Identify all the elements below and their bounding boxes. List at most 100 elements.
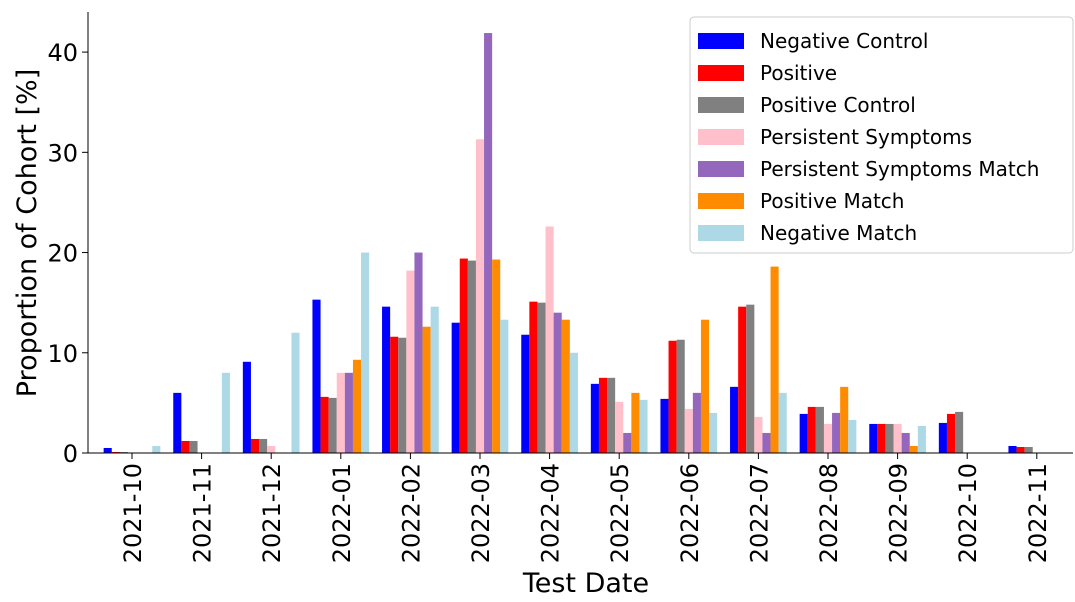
x-tick-label: 2022-06 — [676, 463, 704, 563]
x-tick-label: 2021-12 — [258, 463, 286, 563]
bar — [189, 440, 198, 453]
bar — [459, 258, 468, 453]
bar — [103, 447, 112, 453]
legend-label: Negative Control — [760, 29, 928, 53]
y-axis-label: Proportion of Cohort [%] — [12, 69, 43, 398]
legend-swatch — [698, 129, 744, 145]
bar — [173, 392, 182, 453]
bar — [529, 301, 538, 453]
bar — [382, 306, 391, 453]
x-tick-label: 2021-10 — [119, 463, 147, 563]
legend-label: Positive — [760, 61, 837, 85]
bar — [730, 386, 739, 453]
bar — [692, 392, 701, 453]
bar — [762, 432, 771, 453]
x-tick-label: 2022-03 — [467, 463, 495, 563]
bar — [336, 372, 345, 453]
bar — [917, 425, 926, 453]
x-tick-label: 2022-04 — [537, 463, 565, 563]
bar — [259, 438, 268, 453]
bar — [799, 413, 808, 453]
bar — [111, 451, 120, 453]
bar — [684, 408, 693, 453]
bar — [361, 252, 370, 453]
bar — [406, 270, 415, 453]
x-tick-label: 2022-11 — [1024, 463, 1052, 563]
bar — [754, 416, 763, 453]
legend-label: Positive Match — [760, 189, 904, 213]
bar — [390, 336, 399, 453]
bar — [352, 359, 362, 453]
legend-label: Persistent Symptoms — [760, 125, 972, 149]
bar — [152, 445, 161, 453]
bar — [955, 411, 964, 453]
bar — [615, 401, 624, 453]
x-axis-label: Test Date — [522, 568, 649, 599]
legend-swatch — [698, 193, 744, 209]
x-tick-label: 2022-02 — [397, 463, 425, 563]
bar — [430, 306, 439, 453]
bar — [250, 438, 260, 453]
y-tick-label: 10 — [47, 340, 78, 368]
y-tick-label: 30 — [47, 139, 78, 167]
bar — [848, 419, 857, 453]
bar — [660, 398, 669, 453]
bar — [312, 299, 321, 453]
bar — [885, 423, 894, 453]
legend-swatch — [698, 161, 744, 177]
bar — [221, 372, 230, 453]
bar — [590, 383, 599, 453]
legend-label: Persistent Symptoms Match — [760, 157, 1039, 181]
y-tick-label: 20 — [47, 240, 78, 268]
x-tick-label: 2021-11 — [189, 463, 217, 563]
bar — [451, 322, 460, 453]
bar — [569, 352, 578, 453]
bar — [770, 266, 779, 453]
bar — [623, 432, 632, 453]
bar — [709, 412, 718, 453]
bar — [537, 302, 546, 453]
bar — [869, 423, 878, 453]
bar — [414, 252, 423, 453]
bar — [668, 340, 677, 453]
bar — [938, 422, 947, 453]
bar — [840, 386, 849, 453]
bar — [639, 399, 648, 453]
bar — [807, 406, 816, 453]
bar — [676, 339, 685, 453]
y-tick-label: 40 — [47, 39, 78, 67]
x-tick-label: 2022-09 — [885, 463, 913, 563]
bar — [422, 326, 431, 453]
bar — [1024, 446, 1033, 453]
bar — [631, 392, 640, 453]
legend-swatch — [698, 33, 744, 49]
x-tick-label: 2022-07 — [745, 463, 773, 563]
bar — [746, 304, 755, 453]
bar — [561, 319, 570, 453]
bar — [877, 423, 886, 453]
legend-box — [689, 16, 1074, 254]
legend-swatch — [698, 65, 744, 81]
bar — [484, 33, 493, 453]
x-tick-label: 2022-01 — [328, 463, 356, 563]
bar — [521, 334, 530, 453]
bar — [553, 312, 562, 453]
legend-swatch — [698, 225, 744, 241]
y-tick-label: 0 — [63, 440, 78, 468]
bar — [598, 377, 608, 453]
legend-label: Negative Match — [760, 221, 917, 245]
bar — [778, 392, 787, 453]
legend-swatch — [698, 97, 744, 113]
bar — [893, 423, 902, 453]
bar — [344, 372, 353, 453]
bar — [328, 397, 337, 453]
bar — [242, 361, 251, 453]
bar — [119, 451, 128, 453]
x-tick-label: 2022-10 — [954, 463, 982, 563]
bar — [398, 337, 407, 453]
bar — [545, 226, 554, 453]
bar — [492, 259, 501, 453]
bar — [700, 319, 710, 453]
x-tick-label: 2022-08 — [815, 463, 843, 563]
